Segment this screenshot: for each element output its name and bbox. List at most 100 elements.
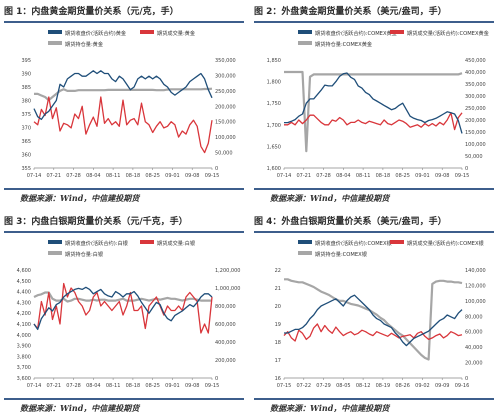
x-tick-label: 08-04 [86,173,101,179]
series-line-blue [284,72,463,134]
legend-item: 期货收盘价(活跃合约):白银 [48,239,129,247]
chart-panel-2: 图 2：外盘黄金期货量价关系（美元/盎司，手） 期货收盘价(活跃合约):COME… [250,0,500,210]
y-right-tick-label: 60,000 [465,330,483,336]
legend-swatch [390,30,404,34]
y-left-tick-label: 4,500 [17,279,31,285]
legend-label: 期货持仓量:COMEX黄金 [315,40,373,48]
y-right-tick-label: 300,000 [465,94,486,100]
y-left-tick-label: 22 [275,268,281,274]
source-note: 数据来源：Wind，中信建投期货 [270,403,390,413]
y-left-tick-label: 18 [275,340,281,346]
chart-panel-3: 图 3：内盘白银期货量价关系（元/千克，手） 期货收盘价(活跃合约):白银 期货成… [0,210,250,420]
x-tick-label: 07-14 [277,173,292,179]
y-right-tick-label: 300,000 [215,73,236,79]
y-right-tick-label: 50,000 [465,154,483,160]
y-left-tick-label: 4,300 [17,300,31,306]
bottom-rule [4,398,244,400]
series-line-blue [33,286,213,331]
y-right-tick-label: 250,000 [215,89,236,95]
bottom-rule [254,398,494,400]
series-line-red [33,96,213,154]
x-tick-label: 08-11 [106,383,121,389]
x-tick-label: 08-12 [356,383,371,389]
y-left-tick-label: 1,800 [267,80,281,86]
x-tick-label: 08-05 [336,383,351,389]
legend-item: 期货成交量(活跃合约):COMEX黄金 [390,29,490,37]
chart-title: 图 4：外盘白银期货量价关系（美元/盎司，手） [254,217,447,227]
legend-swatch [390,240,404,244]
y-left-tick-label: 4,100 [17,322,31,328]
legend-swatch [48,251,62,255]
y-right-tick-label: 100,000 [465,142,486,148]
legend-label: 期货成交量(活跃合约):COMEX银 [407,239,484,247]
legend-swatch [298,30,312,34]
x-tick-label: 08-11 [356,173,371,179]
x-tick-label: 07-14 [27,173,42,179]
y-left-tick-label: 4,000 [17,333,31,339]
series-line-gray [33,291,212,303]
y-right-tick-label: 350,000 [465,82,486,88]
legend-swatch [298,240,312,244]
y-right-tick-label: 0 [465,166,468,172]
y-right-tick-label: 450,000 [465,58,486,64]
x-tick-label: 07-28 [66,173,81,179]
y-right-tick-label: 0 [465,376,468,382]
y-right-tick-label: 200,000 [215,358,236,364]
x-tick-label: 08-26 [395,383,410,389]
y-right-tick-label: 120,000 [465,283,486,289]
y-left-tick-label: 1,750 [267,101,281,107]
legend-label: 期货持仓量:COMEX银 [315,250,368,258]
source-note: 数据来源：Wind，中信建投期货 [20,403,140,413]
x-tick-label: 09-02 [415,383,430,389]
y-right-tick-label: 100,000 [215,135,236,141]
title-rule [254,231,494,233]
legend-swatch [298,251,312,255]
x-tick-label: 08-18 [376,173,391,179]
y-left-tick-label: 385 [21,85,31,91]
y-left-tick-label: 4,200 [17,311,31,317]
y-right-tick-label: 400,000 [465,70,486,76]
chart-svg: 期货收盘价(活跃合约):COMEX黄金 期货成交量(活跃合约):COMEX黄金期货… [267,29,490,179]
y-right-tick-label: 40,000 [465,345,483,351]
y-right-tick-label: 200,000 [215,104,236,110]
x-tick-label: 09-16 [455,383,470,389]
x-tick-label: 07-28 [316,173,331,179]
legend-label: 期货收盘价(活跃合约):COMEX黄金 [315,29,398,37]
y-left-tick-label: 3,800 [17,354,31,360]
series-line-red [283,323,463,342]
x-tick-label: 09-01 [165,383,180,389]
x-tick-label: 09-01 [415,173,430,179]
x-tick-label: 09-08 [435,173,450,179]
x-tick-label: 08-25 [145,383,160,389]
title-rule [254,21,494,23]
y-right-tick-label: 600,000 [215,322,236,328]
series-line-blue [33,70,213,121]
source-note: 数据来源：Wind，中信建投期货 [20,193,140,203]
y-left-tick-label: 1,850 [267,58,281,64]
y-right-tick-label: 100,000 [465,299,486,305]
x-tick-label: 09-08 [185,383,200,389]
legend-item: 期货持仓量:白银 [48,250,104,258]
y-left-tick-label: 390 [21,72,31,78]
x-tick-label: 07-29 [316,383,331,389]
legend-swatch [140,30,154,34]
series-line-gray [34,87,213,102]
x-tick-label: 07-21 [297,173,312,179]
title-rule [4,231,244,233]
y-left-tick-label: 375 [21,112,31,118]
legend-item: 期货成交量:黄金 [140,29,196,37]
y-right-tick-label: 800,000 [215,304,236,310]
series-line-gray [284,70,463,153]
chart-title: 图 3：内盘白银期货量价关系（元/千克，手） [4,217,188,227]
legend-label: 期货成交量(活跃合约):COMEX黄金 [407,29,490,37]
y-left-tick-label: 1,600 [267,166,281,172]
y-right-tick-label: 400,000 [215,340,236,346]
x-tick-label: 07-21 [47,173,62,179]
legend-item: 期货成交量(活跃合约):COMEX银 [390,239,484,247]
legend-item: 期货收盘价(活跃合约):COMEX黄金 [298,29,398,37]
y-right-tick-label: 250,000 [465,106,486,112]
x-tick-label: 09-15 [455,173,470,179]
x-tick-label: 08-04 [336,173,351,179]
x-tick-label: 08-25 [395,173,410,179]
